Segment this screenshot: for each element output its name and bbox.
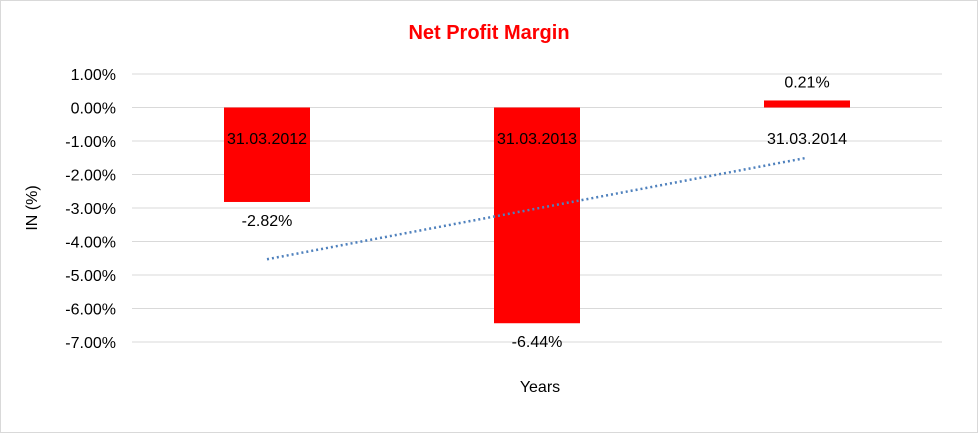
y-tick-label: -3.00% <box>65 201 116 218</box>
bar-31.03.2013 <box>494 107 580 324</box>
y-tick-label: 0.00% <box>71 101 116 118</box>
y-tick-label: -6.00% <box>65 302 116 319</box>
bar-31.03.2012 <box>224 107 310 202</box>
y-tick-label: -5.00% <box>65 268 116 285</box>
data-label: 0.21% <box>784 74 829 91</box>
y-tick-label: -2.00% <box>65 168 116 185</box>
x-category-label: 31.03.2012 <box>227 131 307 148</box>
x-category-label: 31.03.2013 <box>497 131 577 148</box>
x-category-label: 31.03.2014 <box>767 131 847 148</box>
data-label: -6.44% <box>512 334 563 351</box>
y-tick-label: -4.00% <box>65 235 116 252</box>
y-axis-label: IN (%) <box>24 185 41 230</box>
y-tick-label: -7.00% <box>65 335 116 352</box>
data-label: -2.82% <box>242 213 293 230</box>
trendline <box>266 156 808 261</box>
y-tick-label: 1.00% <box>71 67 116 84</box>
y-tick-label: -1.00% <box>65 134 116 151</box>
chart-title: Net Profit Margin <box>408 22 569 44</box>
x-axis-label: Years <box>520 379 560 396</box>
bar-31.03.2014 <box>764 100 850 108</box>
